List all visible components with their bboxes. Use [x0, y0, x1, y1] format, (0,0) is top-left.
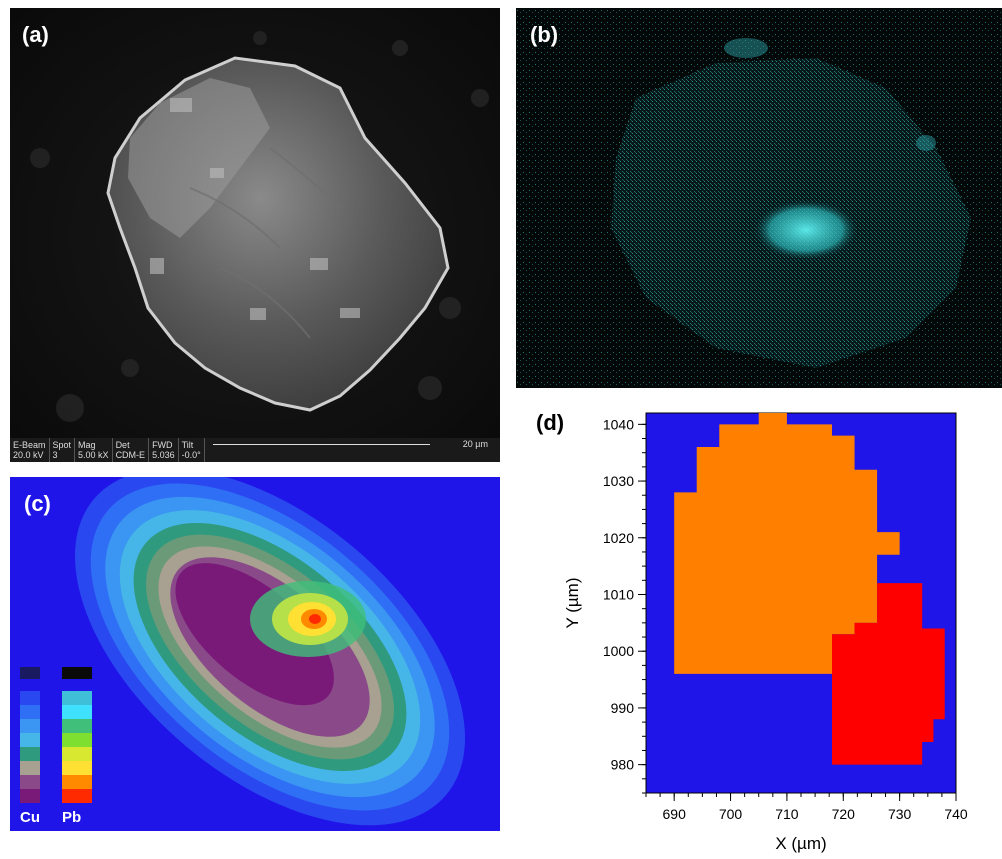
contour-legend: Cu Pb [20, 667, 92, 826]
region-plot-panel: 690 700 710 720 730 740 980 990 1000 1010 1020 103… [516, 396, 1002, 859]
databar-mag: Mag 5.00 kX [75, 438, 113, 462]
y-tick-label: 990 [611, 700, 635, 716]
contour-map-panel: Cu Pb (c) [10, 477, 500, 831]
panel-b-label: (b) [530, 22, 559, 47]
sem-image-panel: (a) E-Beam 20.0 kV Spot 3 Mag 5.00 kX Det CD… [10, 8, 500, 462]
databar-tilt: Tilt -0.0° [179, 438, 205, 462]
y-tick-label: 1020 [603, 530, 634, 546]
x-axis-title: X (µm) [775, 834, 826, 853]
databar-ebeam: E-Beam 20.0 kV [10, 438, 50, 462]
y-tick-label: 1030 [603, 473, 634, 489]
panel-c-label: (c) [24, 491, 51, 516]
y-tick-label: 980 [611, 757, 635, 773]
region-red [832, 583, 945, 765]
x-tick-label: 720 [832, 806, 856, 822]
scale-bar-label: 20 µm [462, 439, 488, 449]
databar-spot: Spot 3 [50, 438, 76, 462]
eds-map-image [516, 8, 1002, 388]
x-tick-label: 740 [944, 806, 968, 822]
y-axis-title: Y (µm) [563, 577, 582, 628]
region-orange [674, 413, 900, 674]
y-tick-label: 1000 [603, 643, 634, 659]
y-tick-label: 1010 [603, 586, 634, 602]
y-tick-label: 1040 [603, 416, 634, 432]
scale-bar: 20 µm [205, 438, 500, 462]
legend-pb-label: Pb [62, 809, 81, 826]
databar-fwd: FWD 5.036 [149, 438, 179, 462]
contour-map: Cu Pb [10, 477, 500, 831]
databar-det: Det CDM-E [113, 438, 150, 462]
x-tick-label: 690 [663, 806, 687, 822]
region-plot: 690 700 710 720 730 740 980 990 1000 1010 1020 103… [563, 412, 968, 853]
sem-data-bar: E-Beam 20.0 kV Spot 3 Mag 5.00 kX Det CDM-E … [10, 438, 500, 462]
x-tick-label: 730 [888, 806, 912, 822]
legend-cu-label: Cu [20, 809, 40, 826]
sem-particle-image [10, 8, 500, 462]
pb-hotspot [250, 581, 366, 657]
panel-a-label: (a) [22, 22, 49, 47]
x-tick-label: 710 [775, 806, 799, 822]
eds-map-panel: (b) [516, 8, 1002, 388]
panel-d-label: (d) [536, 410, 565, 435]
x-tick-label: 700 [719, 806, 743, 822]
